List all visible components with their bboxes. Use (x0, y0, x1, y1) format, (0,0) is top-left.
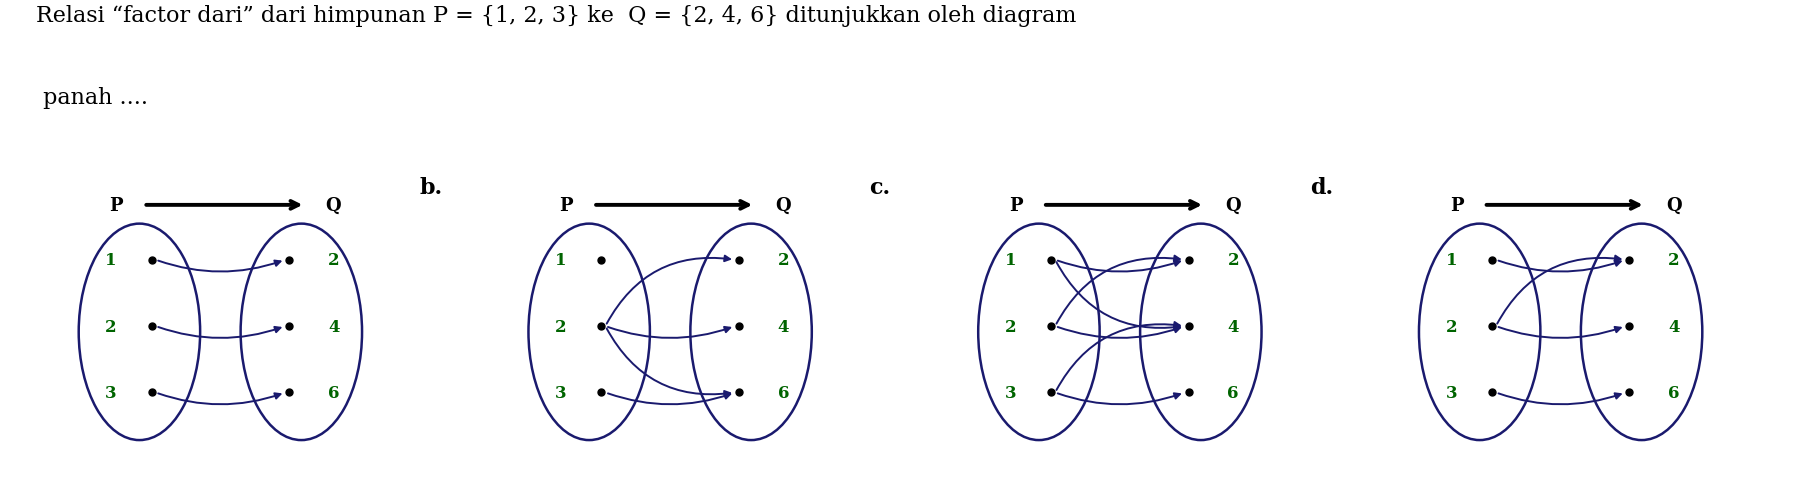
Text: 6: 6 (327, 384, 340, 401)
Text: c.: c. (868, 177, 890, 199)
Text: 3: 3 (556, 384, 566, 401)
Text: 2: 2 (1005, 318, 1016, 335)
Text: 1: 1 (106, 252, 117, 269)
Text: panah ....: panah .... (36, 86, 147, 108)
Text: 3: 3 (1005, 384, 1016, 401)
Text: 6: 6 (777, 384, 789, 401)
Text: 4: 4 (1667, 318, 1679, 335)
Text: 2: 2 (106, 318, 117, 335)
Text: 2: 2 (777, 252, 789, 269)
Text: Q: Q (325, 196, 342, 215)
Text: P: P (559, 196, 574, 215)
Text: 4: 4 (327, 318, 340, 335)
Text: 1: 1 (1005, 252, 1016, 269)
Text: 3: 3 (106, 384, 117, 401)
Text: Q: Q (1224, 196, 1241, 215)
Text: 1: 1 (1446, 252, 1456, 269)
Text: 1: 1 (556, 252, 566, 269)
Text: 2: 2 (1667, 252, 1679, 269)
Text: 2: 2 (1446, 318, 1456, 335)
Text: 6: 6 (1226, 384, 1239, 401)
Text: Q: Q (1665, 196, 1681, 215)
Text: 2: 2 (327, 252, 340, 269)
Text: d.: d. (1309, 177, 1332, 199)
Text: P: P (110, 196, 122, 215)
Text: 4: 4 (1226, 318, 1239, 335)
Text: 4: 4 (777, 318, 789, 335)
Text: 2: 2 (1226, 252, 1239, 269)
Text: P: P (1449, 196, 1464, 215)
Text: 3: 3 (1446, 384, 1456, 401)
Text: Q: Q (775, 196, 791, 215)
Text: 2: 2 (556, 318, 566, 335)
Text: P: P (1009, 196, 1021, 215)
Text: b.: b. (419, 177, 442, 199)
Text: 6: 6 (1667, 384, 1679, 401)
Text: Relasi “factor dari” dari himpunan P = {1, 2, 3} ke  Q = {2, 4, 6} ditunjukkan o: Relasi “factor dari” dari himpunan P = {… (36, 5, 1075, 27)
